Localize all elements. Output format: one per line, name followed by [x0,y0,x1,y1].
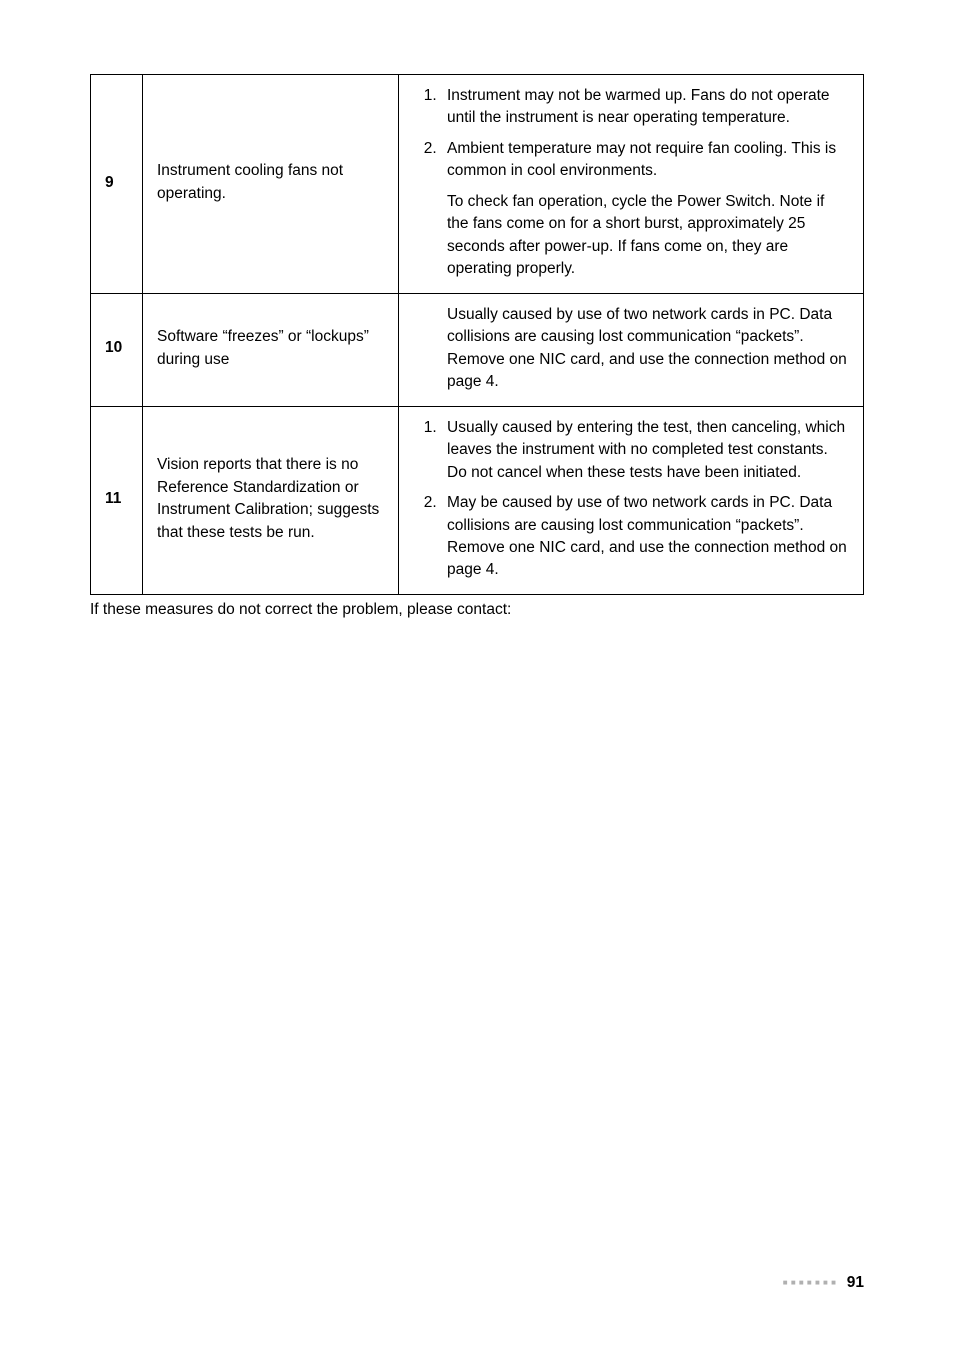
page-footer: ■ ■ ■ ■ ■ ■ ■ 91 [783,1274,864,1292]
action-list: Instrument may not be warmed up. Fans do… [413,85,849,183]
row-id: 11 [91,406,143,594]
list-item: May be caused by use of two network card… [441,492,849,582]
list-item: Instrument may not be warmed up. Fans do… [441,85,849,130]
row-issue: Vision reports that there is no Referenc… [143,406,399,594]
action-text: Usually caused by use of two network car… [447,304,849,394]
row-action: Usually caused by use of two network car… [399,293,864,406]
row-action: Instrument may not be warmed up. Fans do… [399,75,864,294]
table-row: 9 Instrument cooling fans not operating.… [91,75,864,294]
footer-dots: ■ ■ ■ ■ ■ ■ ■ [783,1278,837,1287]
footnote: If these measures do not correct the pro… [90,599,864,621]
row-issue: Instrument cooling fans not operating. [143,75,399,294]
table-row: 10 Software “freezes” or “lockups” durin… [91,293,864,406]
trailing-paragraph: To check fan operation, cycle the Power … [447,191,849,281]
row-action: Usually caused by entering the test, the… [399,406,864,594]
troubleshooting-table: 9 Instrument cooling fans not operating.… [90,74,864,595]
list-item: Usually caused by entering the test, the… [441,417,849,484]
row-id: 9 [91,75,143,294]
list-item: Ambient temperature may not require fan … [441,138,849,183]
action-list: Usually caused by entering the test, the… [413,417,849,582]
row-issue: Software “freezes” or “lockups” during u… [143,293,399,406]
table-row: 11 Vision reports that there is no Refer… [91,406,864,594]
page-number: 91 [847,1274,864,1291]
row-id: 10 [91,293,143,406]
